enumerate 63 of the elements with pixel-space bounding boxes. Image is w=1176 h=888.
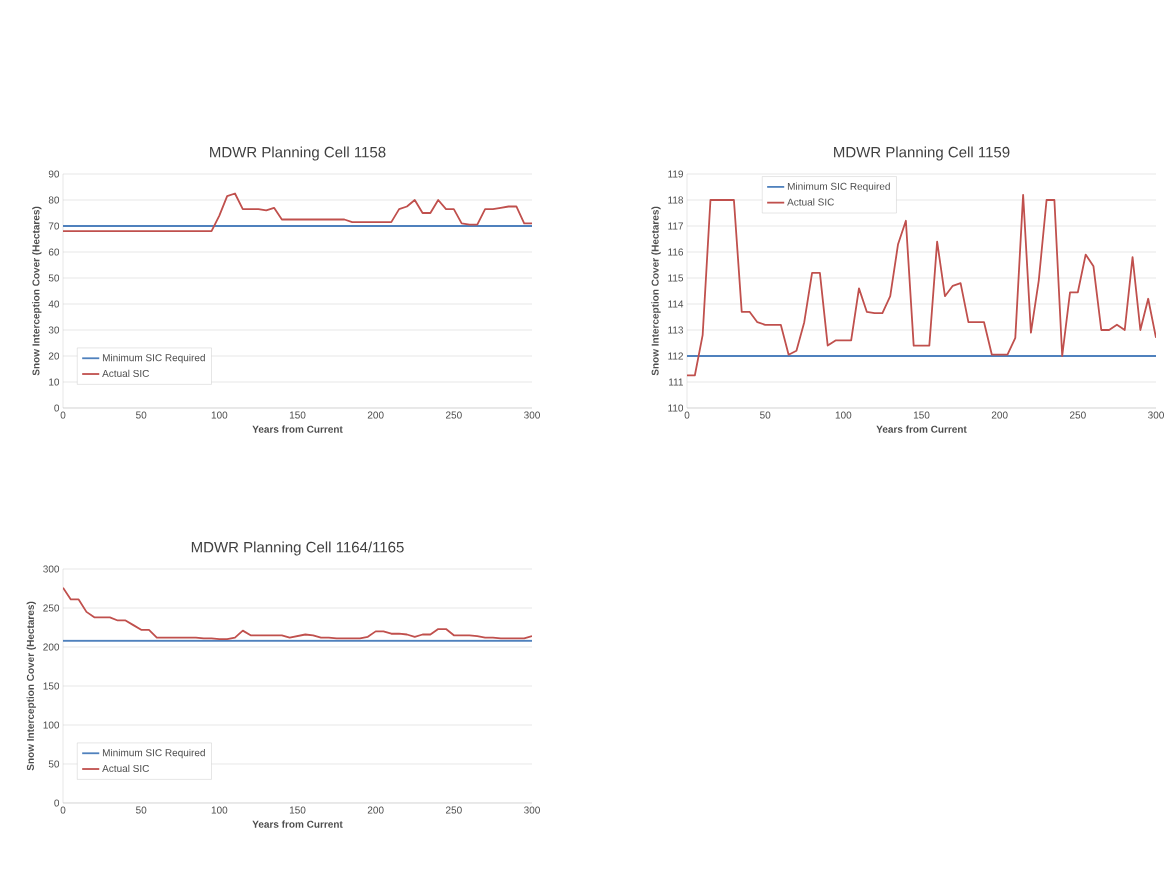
y-tick-label: 115 — [668, 274, 684, 282]
x-tick-label: 0 — [60, 411, 66, 419]
x-tick-label: 200 — [367, 806, 384, 814]
y-tick-label: 114 — [668, 300, 684, 308]
y-tick-label: 100 — [43, 721, 60, 729]
x-tick-label: 250 — [446, 806, 462, 814]
legend-label: Actual SIC — [787, 198, 834, 206]
x-tick-label: 300 — [524, 411, 540, 419]
x-tick-label: 50 — [136, 411, 147, 419]
y-tick-label: 111 — [669, 378, 683, 386]
y-tick-label: 0 — [54, 404, 60, 412]
legend-label: Actual SIC — [102, 764, 149, 772]
y-tick-label: 80 — [48, 196, 60, 204]
y-tick-label: 300 — [43, 565, 60, 573]
y-tick-label: 60 — [48, 248, 60, 256]
y-tick-label: 200 — [43, 643, 60, 651]
y-tick-label: 250 — [43, 604, 60, 612]
x-tick-label: 250 — [1070, 411, 1086, 419]
y-tick-label: 112 — [668, 352, 683, 360]
x-tick-label: 100 — [211, 806, 228, 814]
x-tick-label: 300 — [524, 806, 540, 814]
y-tick-label: 119 — [668, 170, 684, 178]
y-tick-label: 117 — [668, 222, 683, 230]
legend-label: Minimum SIC Required — [102, 748, 205, 759]
x-tick-label: 100 — [835, 411, 852, 419]
x-tick-label: 150 — [913, 411, 930, 419]
y-tick-label: 113 — [668, 326, 684, 334]
x-tick-label: 200 — [367, 411, 384, 419]
y-tick-label: 110 — [668, 404, 684, 412]
chart-title: MDWR Planning Cell 1164/1165 — [191, 541, 404, 556]
legend-label: Actual SIC — [102, 369, 149, 377]
x-tick-label: 100 — [211, 411, 228, 419]
y-tick-label: 116 — [668, 248, 684, 256]
y-tick-label: 118 — [668, 196, 684, 204]
x-tick-label: 250 — [446, 411, 462, 419]
x-tick-label: 50 — [136, 806, 147, 814]
x-axis-title: Years from Current — [252, 820, 343, 828]
y-tick-label: 10 — [49, 378, 60, 386]
x-tick-label: 0 — [684, 411, 690, 419]
x-tick-label: 200 — [991, 411, 1008, 419]
x-tick-label: 50 — [760, 411, 771, 419]
x-axis-title: Years from Current — [252, 425, 343, 433]
y-axis-title: Snow Interception Cover (Hectares) — [26, 601, 36, 771]
y-tick-label: 30 — [48, 326, 60, 334]
y-tick-label: 50 — [48, 760, 60, 768]
y-axis-title: Snow Interception Cover (Hectares) — [32, 206, 42, 376]
chart-title: MDWR Planning Cell 1158 — [210, 146, 386, 161]
x-tick-label: 0 — [60, 806, 66, 814]
legend-label: Minimum SIC Required — [787, 182, 890, 192]
y-tick-label: 50 — [48, 274, 60, 282]
chart-title: MDWR Planning Cell 1159 — [834, 146, 1010, 161]
x-tick-label: 150 — [289, 806, 306, 814]
y-tick-label: 90 — [48, 170, 60, 178]
y-axis-title: Snow Interception Cover (Hectares) — [651, 206, 661, 376]
y-tick-label: 150 — [43, 682, 60, 690]
y-tick-label: 0 — [54, 799, 60, 807]
x-tick-label: 300 — [1148, 411, 1164, 419]
x-axis-title: Years from Current — [876, 425, 967, 433]
legend-label: Minimum SIC Required — [102, 353, 205, 364]
x-tick-label: 150 — [289, 411, 306, 419]
y-tick-label: 40 — [48, 300, 60, 308]
y-tick-label: 70 — [48, 222, 60, 230]
y-tick-label: 20 — [48, 352, 60, 360]
